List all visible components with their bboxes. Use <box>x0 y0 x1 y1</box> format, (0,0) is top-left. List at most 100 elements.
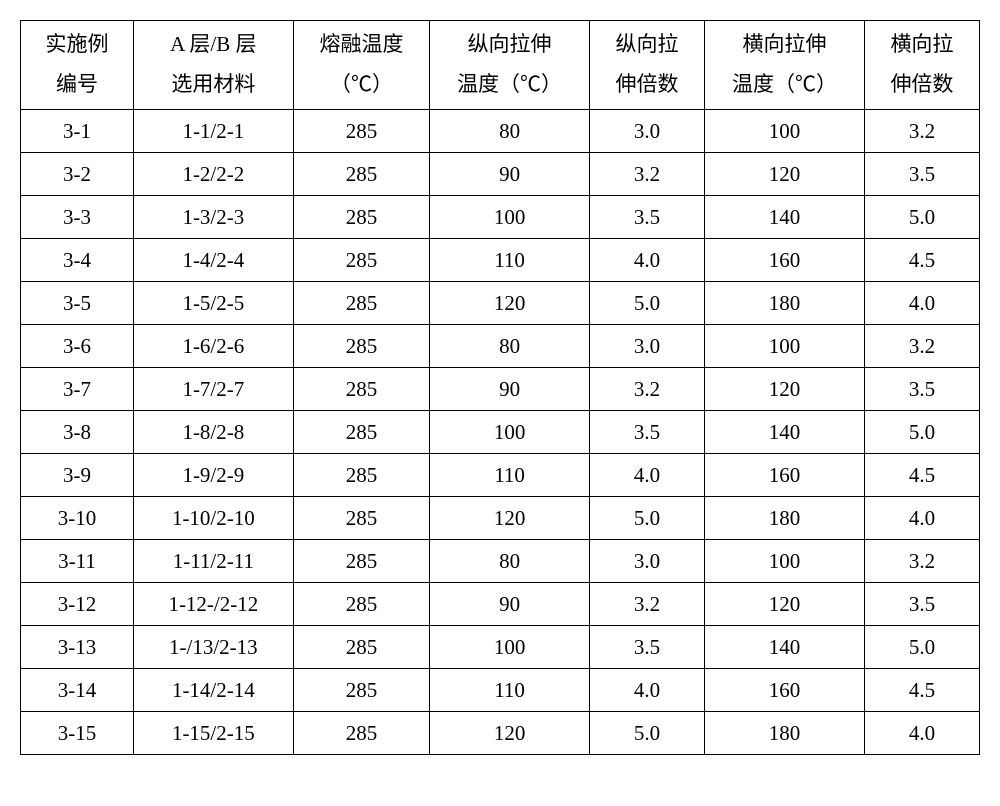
table-cell: 285 <box>293 583 429 626</box>
col-header-5-line2: 温度（℃） <box>732 72 837 96</box>
table-row: 3-51-5/2-52851205.01804.0 <box>21 282 980 325</box>
table-cell: 1-8/2-8 <box>133 411 293 454</box>
table-cell: 100 <box>430 196 590 239</box>
col-header-6-line1: 横向拉 <box>890 32 953 56</box>
table-row: 3-41-4/2-42851104.01604.5 <box>21 239 980 282</box>
table-cell: 1-2/2-2 <box>133 153 293 196</box>
table-cell: 3.2 <box>589 368 704 411</box>
table-cell: 100 <box>705 110 865 153</box>
table-cell: 5.0 <box>864 196 979 239</box>
col-header-2-line2: （℃） <box>330 72 393 96</box>
table-cell: 3-5 <box>21 282 134 325</box>
table-cell: 285 <box>293 368 429 411</box>
table-cell: 3.5 <box>864 583 979 626</box>
col-header-0: 实施例 编号 <box>21 21 134 110</box>
table-cell: 140 <box>705 626 865 669</box>
table-cell: 285 <box>293 153 429 196</box>
table-row: 3-31-3/2-32851003.51405.0 <box>21 196 980 239</box>
table-cell: 3.5 <box>864 368 979 411</box>
table-cell: 3.2 <box>589 153 704 196</box>
table-cell: 285 <box>293 712 429 755</box>
table-cell: 140 <box>705 196 865 239</box>
table-row: 3-71-7/2-7285903.21203.5 <box>21 368 980 411</box>
col-header-4-line1: 纵向拉 <box>616 32 679 56</box>
table-row: 3-61-6/2-6285803.01003.2 <box>21 325 980 368</box>
col-header-3-line2: 温度（℃） <box>457 72 562 96</box>
table-cell: 285 <box>293 497 429 540</box>
table-cell: 1-9/2-9 <box>133 454 293 497</box>
table-cell: 285 <box>293 669 429 712</box>
table-cell: 5.0 <box>589 712 704 755</box>
table-cell: 120 <box>705 153 865 196</box>
table-cell: 3.2 <box>864 325 979 368</box>
table-cell: 160 <box>705 454 865 497</box>
table-cell: 4.0 <box>864 497 979 540</box>
table-cell: 3.5 <box>589 196 704 239</box>
table-cell: 285 <box>293 540 429 583</box>
table-cell: 5.0 <box>589 497 704 540</box>
table-cell: 3.2 <box>864 540 979 583</box>
table-header: 实施例 编号 A 层/B 层 选用材料 熔融温度 （℃） 纵向拉伸 温度（℃） … <box>21 21 980 110</box>
table-cell: 4.0 <box>589 669 704 712</box>
table-cell: 1-1/2-1 <box>133 110 293 153</box>
table-cell: 3.0 <box>589 540 704 583</box>
table-row: 3-131-/13/2-132851003.51405.0 <box>21 626 980 669</box>
table-cell: 120 <box>705 368 865 411</box>
table-row: 3-111-11/2-11285803.01003.2 <box>21 540 980 583</box>
table-cell: 1-7/2-7 <box>133 368 293 411</box>
table-cell: 3.5 <box>589 411 704 454</box>
header-row: 实施例 编号 A 层/B 层 选用材料 熔融温度 （℃） 纵向拉伸 温度（℃） … <box>21 21 980 110</box>
table-cell: 285 <box>293 411 429 454</box>
col-header-3-line1: 纵向拉伸 <box>468 32 552 56</box>
table-cell: 285 <box>293 196 429 239</box>
table-cell: 120 <box>430 497 590 540</box>
table-cell: 160 <box>705 239 865 282</box>
col-header-3: 纵向拉伸 温度（℃） <box>430 21 590 110</box>
table-cell: 3.0 <box>589 325 704 368</box>
col-header-1-line2: 选用材料 <box>171 72 255 96</box>
table-cell: 3-1 <box>21 110 134 153</box>
col-header-5-line1: 横向拉伸 <box>742 32 826 56</box>
col-header-0-line2: 编号 <box>56 72 98 96</box>
table-cell: 1-12-/2-12 <box>133 583 293 626</box>
table-cell: 140 <box>705 411 865 454</box>
table-row: 3-11-1/2-1285803.01003.2 <box>21 110 980 153</box>
table-cell: 3-3 <box>21 196 134 239</box>
table-cell: 3-15 <box>21 712 134 755</box>
col-header-5: 横向拉伸 温度（℃） <box>705 21 865 110</box>
table-cell: 110 <box>430 239 590 282</box>
table-row: 3-141-14/2-142851104.01604.5 <box>21 669 980 712</box>
table-cell: 1-4/2-4 <box>133 239 293 282</box>
table-cell: 3-12 <box>21 583 134 626</box>
table-cell: 1-3/2-3 <box>133 196 293 239</box>
table-cell: 100 <box>705 540 865 583</box>
col-header-1-line1: A 层/B 层 <box>170 32 256 56</box>
table-cell: 4.0 <box>589 454 704 497</box>
table-cell: 1-15/2-15 <box>133 712 293 755</box>
table-cell: 1-/13/2-13 <box>133 626 293 669</box>
table-cell: 180 <box>705 282 865 325</box>
table-cell: 1-11/2-11 <box>133 540 293 583</box>
table-cell: 120 <box>430 712 590 755</box>
table-row: 3-91-9/2-92851104.01604.5 <box>21 454 980 497</box>
table-cell: 100 <box>430 411 590 454</box>
table-cell: 3-14 <box>21 669 134 712</box>
table-cell: 90 <box>430 153 590 196</box>
table-cell: 3-9 <box>21 454 134 497</box>
col-header-1: A 层/B 层 选用材料 <box>133 21 293 110</box>
table-cell: 3-4 <box>21 239 134 282</box>
table-cell: 285 <box>293 626 429 669</box>
table-cell: 1-10/2-10 <box>133 497 293 540</box>
col-header-6: 横向拉 伸倍数 <box>864 21 979 110</box>
table-cell: 5.0 <box>864 626 979 669</box>
col-header-6-line2: 伸倍数 <box>890 72 953 96</box>
col-header-2-line1: 熔融温度 <box>319 32 403 56</box>
table-cell: 4.0 <box>864 282 979 325</box>
table-row: 3-21-2/2-2285903.21203.5 <box>21 153 980 196</box>
table-cell: 3.5 <box>589 626 704 669</box>
table-cell: 80 <box>430 540 590 583</box>
table-cell: 3.5 <box>864 153 979 196</box>
table-cell: 180 <box>705 712 865 755</box>
table-cell: 1-6/2-6 <box>133 325 293 368</box>
data-table: 实施例 编号 A 层/B 层 选用材料 熔融温度 （℃） 纵向拉伸 温度（℃） … <box>20 20 980 755</box>
